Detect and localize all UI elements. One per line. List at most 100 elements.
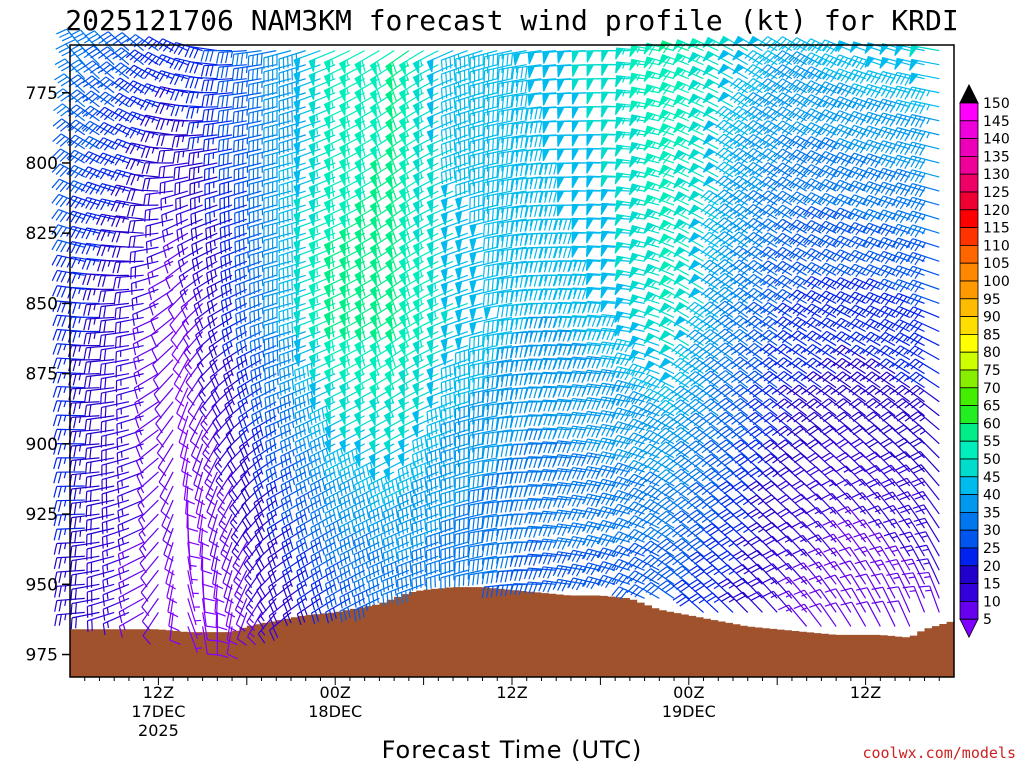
wind-barb bbox=[102, 597, 130, 621]
barb-flag bbox=[52, 386, 58, 398]
wind-barb bbox=[127, 218, 159, 233]
barb-flag bbox=[114, 337, 117, 349]
barb-staff bbox=[150, 316, 174, 336]
wind-barb bbox=[52, 118, 86, 136]
barb-half-flag bbox=[434, 297, 437, 304]
barb-flag bbox=[151, 349, 158, 361]
barb-half-flag bbox=[63, 400, 67, 408]
barb-flag bbox=[453, 139, 456, 152]
barb-flag bbox=[111, 47, 122, 56]
barb-half-flag bbox=[248, 617, 254, 624]
wind-barb bbox=[100, 401, 130, 419]
wind-barb bbox=[278, 50, 306, 71]
barb-flag bbox=[70, 181, 79, 192]
barb-flag bbox=[89, 447, 92, 460]
barb-flag bbox=[302, 366, 306, 379]
barb-flag bbox=[165, 582, 176, 590]
barb-flag bbox=[401, 495, 405, 507]
barb-half-flag bbox=[78, 430, 82, 438]
barb-flag bbox=[172, 368, 182, 379]
barb-staff bbox=[181, 443, 189, 472]
barb-half-flag bbox=[316, 339, 319, 346]
barb-pennant bbox=[398, 299, 406, 314]
barb-flag bbox=[59, 197, 68, 208]
wind-barb bbox=[150, 316, 174, 346]
barb-flag bbox=[181, 470, 193, 478]
barb-staff bbox=[102, 527, 130, 538]
barb-flag bbox=[154, 38, 163, 48]
barb-flag bbox=[409, 533, 413, 545]
barb-flag bbox=[268, 352, 270, 365]
barb-flag bbox=[303, 566, 309, 578]
barb-half-flag bbox=[151, 116, 156, 123]
barb-flag bbox=[132, 314, 135, 326]
barb-flag bbox=[103, 155, 112, 166]
barb-flag bbox=[110, 108, 119, 118]
barb-flag bbox=[73, 502, 77, 515]
barb-flag bbox=[229, 445, 236, 457]
barb-flag bbox=[283, 396, 287, 409]
wind-barb bbox=[86, 583, 115, 604]
barb-flag bbox=[51, 148, 61, 158]
barb-flag bbox=[220, 286, 224, 298]
barb-flag bbox=[70, 574, 73, 587]
barb-flag bbox=[98, 290, 102, 303]
barb-flag bbox=[99, 169, 108, 180]
wind-barb bbox=[152, 345, 174, 376]
barb-staff bbox=[160, 485, 174, 512]
wind-barb bbox=[117, 527, 144, 552]
barb-staff bbox=[58, 209, 85, 220]
barb-flag bbox=[258, 338, 261, 350]
barb-flag bbox=[95, 167, 103, 179]
barb-pennant bbox=[308, 254, 316, 269]
barb-flag bbox=[133, 251, 136, 263]
barb-half-flag bbox=[276, 392, 279, 400]
barb-pennant bbox=[412, 242, 420, 257]
barb-half-flag bbox=[181, 120, 185, 127]
barb-flag bbox=[440, 396, 443, 409]
barb-flag bbox=[336, 520, 341, 533]
barb-flag bbox=[58, 585, 62, 598]
barb-flag bbox=[203, 154, 206, 167]
barb-staff bbox=[107, 31, 130, 52]
barb-pennant bbox=[398, 396, 405, 411]
barb-staff bbox=[130, 246, 159, 253]
barb-half-flag bbox=[443, 433, 446, 440]
barb-flag bbox=[155, 118, 161, 130]
barb-flag bbox=[165, 278, 171, 290]
wind-barb bbox=[118, 611, 144, 638]
barb-flag bbox=[391, 146, 397, 158]
barb-flag bbox=[306, 379, 310, 391]
barb-flag bbox=[132, 343, 137, 356]
barb-half-flag bbox=[262, 336, 265, 344]
wind-barb bbox=[99, 330, 130, 347]
wind-barb bbox=[69, 555, 100, 572]
barb-flag bbox=[401, 564, 404, 577]
barb-staff bbox=[145, 130, 174, 136]
barb-flag bbox=[88, 347, 92, 359]
barb-pennant bbox=[354, 130, 362, 145]
barb-flag bbox=[206, 302, 211, 314]
barb-flag bbox=[390, 577, 394, 589]
barb-staff bbox=[89, 120, 115, 136]
barb-pennant bbox=[339, 382, 346, 397]
barb-staff bbox=[145, 146, 174, 150]
barb-half-flag bbox=[78, 388, 82, 395]
barb-flag bbox=[254, 546, 261, 558]
wind-barb bbox=[278, 204, 306, 225]
barb-flag bbox=[220, 66, 224, 79]
barb-pennant bbox=[354, 355, 361, 370]
barb-staff bbox=[115, 199, 144, 206]
barb-flag bbox=[80, 181, 89, 192]
barb-pennant bbox=[368, 453, 376, 467]
barb-flag bbox=[52, 133, 62, 142]
barb-half-flag bbox=[292, 435, 295, 443]
barb-flag bbox=[90, 519, 92, 531]
wind-barb bbox=[129, 246, 159, 264]
barb-flag bbox=[80, 151, 90, 161]
wind-barb bbox=[151, 331, 174, 361]
barb-half-flag bbox=[420, 101, 423, 109]
barb-flag bbox=[376, 229, 382, 241]
barb-half-flag bbox=[186, 348, 192, 355]
barb-half-flag bbox=[196, 122, 199, 129]
